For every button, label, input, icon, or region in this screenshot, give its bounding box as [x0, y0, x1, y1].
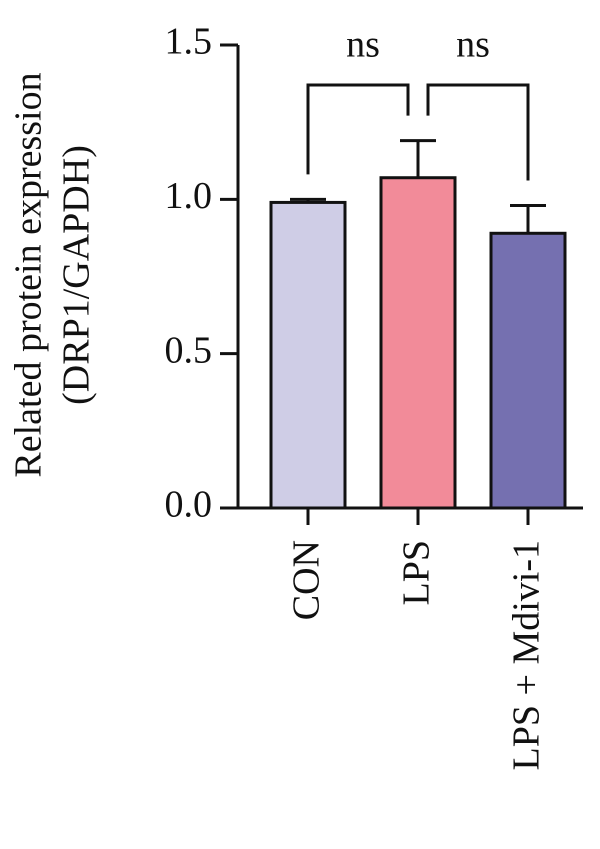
y-axis-label: Related protein expression	[8, 72, 50, 477]
x-tick-label: LPS	[396, 540, 438, 605]
significance-bracket	[306, 83, 410, 175]
significance-label: ns	[456, 24, 490, 66]
bar	[379, 176, 457, 510]
x-tick-label: LPS + Mdivi-1	[506, 540, 548, 770]
significance-label: ns	[346, 24, 380, 66]
bar	[489, 231, 567, 510]
y-tick-label: 1.5	[165, 21, 213, 63]
bar	[269, 200, 347, 510]
y-tick-label: 0.5	[165, 329, 213, 371]
x-tick-label: CON	[286, 540, 328, 620]
y-axis-label: (DRP1/GAPDH)	[56, 145, 98, 405]
y-tick-label: 1.0	[165, 175, 213, 217]
y-tick-label: 0.0	[165, 484, 213, 526]
significance-bracket	[426, 83, 530, 181]
